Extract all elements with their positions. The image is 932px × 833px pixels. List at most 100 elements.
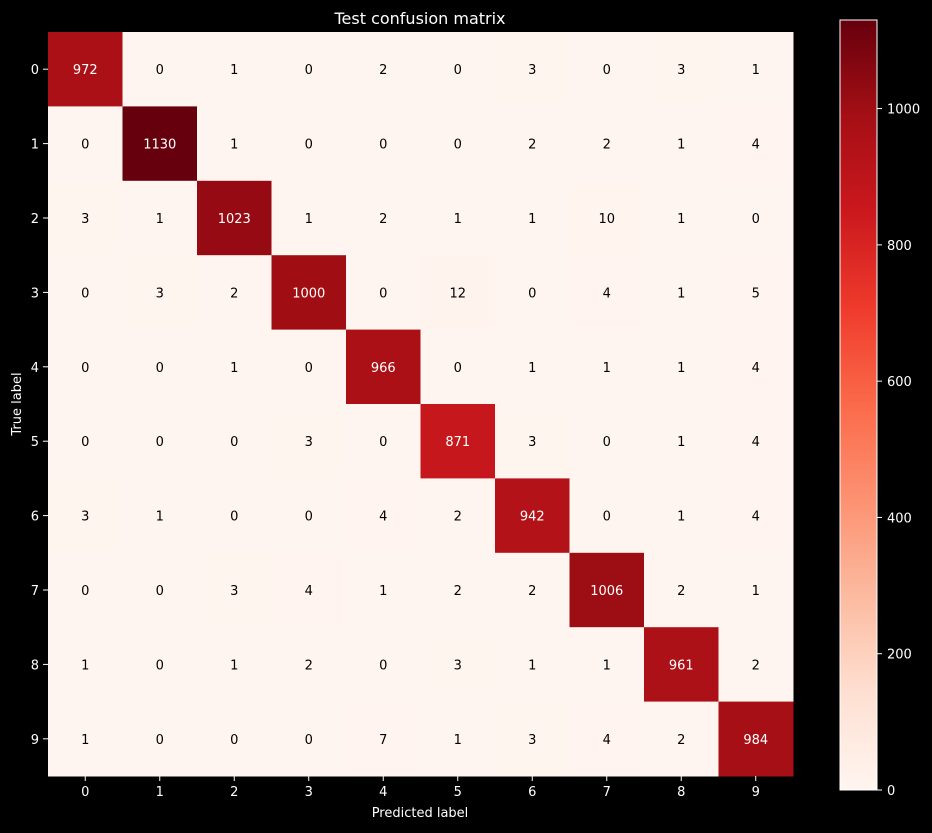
cell-value-label: 2 xyxy=(677,584,685,599)
cell-value-label: 1 xyxy=(752,584,760,599)
cell-value-label: 0 xyxy=(156,733,164,748)
x-axis-ticks: 0 1 2 3 4 5 6 7 8 9 xyxy=(81,776,760,800)
y-tick-label: 0 xyxy=(31,63,39,78)
heatmap-cell xyxy=(271,701,347,777)
cell-value-label: 2 xyxy=(379,212,387,227)
heatmap-cell xyxy=(718,106,794,182)
cell-value-label: 0 xyxy=(156,584,164,599)
cell-value-label: 1 xyxy=(156,212,164,227)
y-tick-label: 1 xyxy=(31,138,39,153)
cell-value-label: 1 xyxy=(528,361,536,376)
cell-value-label: 0 xyxy=(305,361,313,376)
cell-value-label: 1 xyxy=(528,658,536,673)
heatmap-cell xyxy=(718,404,794,479)
cell-value-label: 0 xyxy=(379,658,387,673)
heatmap-cell xyxy=(495,32,570,107)
heatmap-cell xyxy=(122,255,198,331)
heatmap-cell xyxy=(271,180,347,256)
cell-value-label: 871 xyxy=(445,435,470,450)
cell-value-label: 0 xyxy=(81,584,89,599)
heatmap-cell xyxy=(122,627,198,703)
heatmap-cell xyxy=(420,329,496,405)
heatmap-cell xyxy=(346,404,421,479)
chart-title: Test confusion matrix xyxy=(333,9,505,28)
cell-value-label: 3 xyxy=(677,63,685,78)
heatmap-cell xyxy=(346,627,421,703)
heatmap-cell xyxy=(644,701,719,777)
heatmap-cell xyxy=(271,106,347,182)
colorbar-tick-label: 400 xyxy=(887,511,912,526)
cell-value-label: 0 xyxy=(305,63,313,78)
heatmap-cell xyxy=(271,255,347,331)
heatmap-cell xyxy=(569,627,645,703)
cell-value-label: 7 xyxy=(379,733,387,748)
heatmap-cell xyxy=(495,701,570,777)
cell-value-label: 1130 xyxy=(143,138,176,153)
cell-value-label: 0 xyxy=(81,435,89,450)
heatmap-cell xyxy=(48,552,123,628)
heatmap-cell xyxy=(569,552,645,628)
heatmap-cell xyxy=(569,404,645,479)
heatmap-cell xyxy=(495,552,570,628)
heatmap-cell xyxy=(420,106,496,182)
heatmap-cell xyxy=(495,106,570,182)
heatmap-cell xyxy=(718,255,794,331)
colorbar-ticks: 0 200 400 600 800 1000 xyxy=(877,103,920,799)
colorbar-tick-label: 0 xyxy=(887,784,895,799)
heatmap-cell xyxy=(122,552,198,628)
cell-value-label: 12 xyxy=(449,286,466,301)
y-tick-label: 3 xyxy=(31,286,39,301)
heatmap-cell xyxy=(569,180,645,256)
cell-value-label: 1 xyxy=(677,435,685,450)
cell-value-label: 1 xyxy=(230,138,238,153)
heatmap-cell xyxy=(48,32,123,107)
y-tick-label: 4 xyxy=(31,361,39,376)
cell-value-label: 0 xyxy=(230,435,238,450)
cell-value-label: 2 xyxy=(454,584,462,599)
cell-value-label: 3 xyxy=(528,733,536,748)
cell-value-label: 3 xyxy=(454,658,462,673)
heatmap-cell xyxy=(420,701,496,777)
heatmap-cell xyxy=(122,32,198,107)
y-tick-label: 8 xyxy=(31,658,39,673)
cell-value-label: 942 xyxy=(520,510,545,525)
cell-value-label: 0 xyxy=(603,435,611,450)
colorbar-tick-label: 600 xyxy=(887,375,912,390)
heatmap-cell xyxy=(48,478,123,554)
heatmap-cell xyxy=(197,329,272,405)
heatmap-cell xyxy=(495,404,570,479)
heatmap-cell xyxy=(718,552,794,628)
heatmap-cell xyxy=(122,329,198,405)
heatmap-cell xyxy=(48,701,123,777)
cell-value-label: 2 xyxy=(677,733,685,748)
cell-value-label: 0 xyxy=(305,510,313,525)
cell-value-label: 2 xyxy=(752,658,760,673)
heatmap-cell xyxy=(569,32,645,107)
heatmap-cell xyxy=(718,32,794,107)
heatmap-cell xyxy=(197,404,272,479)
heatmap-cell xyxy=(644,404,719,479)
heatmap-cell xyxy=(495,478,570,554)
heatmap-cell xyxy=(569,255,645,331)
cell-value-label: 966 xyxy=(371,361,396,376)
heatmap-cell xyxy=(644,552,719,628)
heatmap-cell xyxy=(420,32,496,107)
cell-value-label: 0 xyxy=(81,286,89,301)
cell-value-label: 1000 xyxy=(292,286,325,301)
cell-value-label: 1 xyxy=(454,733,462,748)
cell-value-label: 0 xyxy=(156,63,164,78)
cell-value-label: 5 xyxy=(752,286,760,301)
cell-value-label: 2 xyxy=(305,658,313,673)
cell-value-label: 1 xyxy=(752,63,760,78)
colorbar: 0 200 400 600 800 1000 xyxy=(839,19,920,799)
cell-value-label: 0 xyxy=(379,435,387,450)
heatmap-cell xyxy=(122,180,198,256)
cell-value-label: 0 xyxy=(528,286,536,301)
cell-value-label: 3 xyxy=(81,510,89,525)
y-axis-label: True label xyxy=(10,372,25,436)
cell-value-label: 1 xyxy=(454,212,462,227)
heatmap-cell xyxy=(420,404,496,479)
x-tick-label: 4 xyxy=(379,785,387,800)
heatmap-cell xyxy=(271,329,347,405)
y-tick-label: 6 xyxy=(31,510,39,525)
